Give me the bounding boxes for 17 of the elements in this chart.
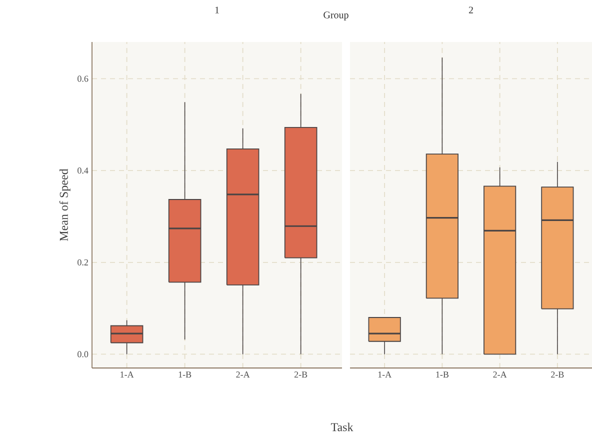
x-tick-label: 2-B <box>294 372 308 378</box>
x-tick-label: 2-B <box>551 372 564 378</box>
x-tick-label: 1-B <box>178 372 192 378</box>
y-tick-label: 0.6 <box>78 76 88 82</box>
y-axis-title: Mean of Speed <box>59 168 70 241</box>
x-axis-title: Task <box>330 422 354 432</box>
y-tick-label: 0.0 <box>78 351 88 358</box>
y-tick-label: 0.2 <box>78 259 88 266</box>
text: Group <box>324 12 348 20</box>
x-tick-label: 1-A <box>378 372 392 378</box>
chart-title: 2 <box>468 6 473 14</box>
x-tick-label: 2-A <box>493 372 507 378</box>
y-tick-label: 0.4 <box>78 168 88 174</box>
x-tick-label: 1-A <box>120 372 134 378</box>
x-tick-label: 1-B <box>436 372 449 378</box>
x-tick-label: 2-A <box>236 372 250 378</box>
chart-title: 1 <box>215 6 219 14</box>
